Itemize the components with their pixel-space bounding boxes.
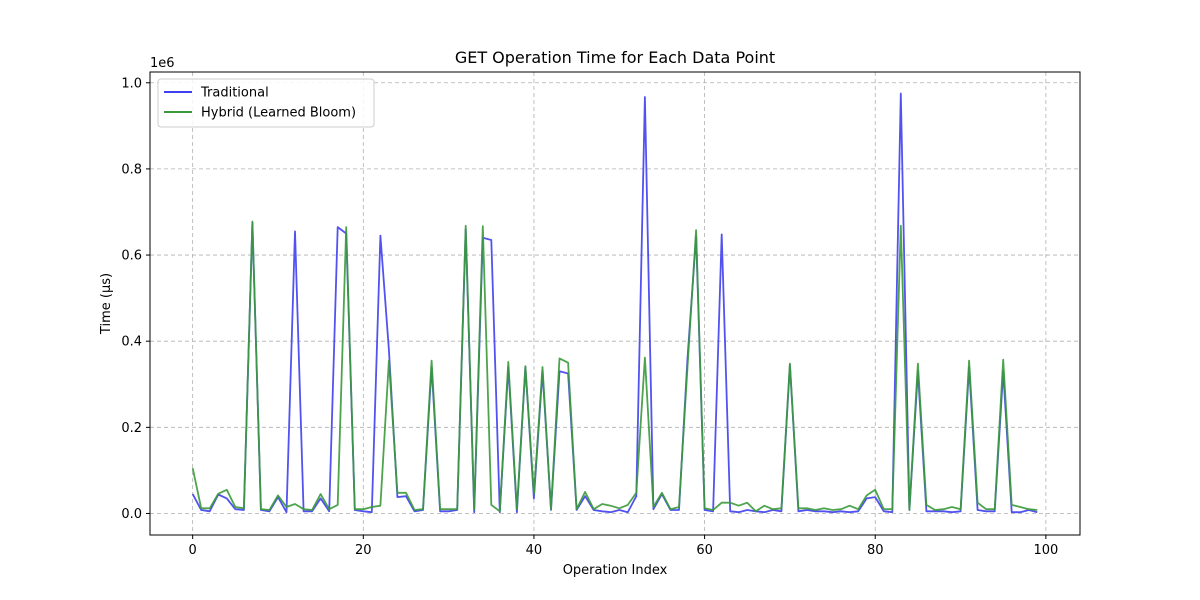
y-tick-label: 0.6 (121, 249, 142, 264)
y-tick-label: 0.2 (121, 421, 142, 436)
plot-area-frame (149, 71, 1081, 536)
y-tick-label: 1.0 (121, 76, 142, 91)
y-tick-label: 0.8 (121, 162, 142, 177)
x-tick-label: 100 (1033, 543, 1058, 558)
y-axis: 0.0 0.2 0.4 0.6 0.8 1.0 (121, 76, 150, 522)
y-offset-label: 1e6 (150, 56, 175, 71)
y-tick-label: 0.0 (121, 507, 142, 522)
plot-lines (191, 92, 1038, 514)
y-axis-label: Time (µs) (99, 273, 114, 335)
x-tick-label: 60 (696, 543, 713, 558)
y-tick-label: 0.4 (121, 335, 142, 350)
legend-box (157, 78, 375, 128)
x-axis: 0 20 40 60 80 100 (189, 535, 1058, 558)
chart-title: GET Operation Time for Each Data Point (455, 48, 775, 67)
legend: Traditional Hybrid (Learned Bloom) (157, 78, 375, 128)
x-axis-label: Operation Index (563, 563, 668, 578)
legend-entry-label: Traditional (200, 86, 269, 101)
legend-entry-label: Hybrid (Learned Bloom) (201, 106, 356, 121)
series-line-0 (191, 92, 1038, 514)
x-tick-label: 40 (526, 543, 543, 558)
x-tick-label: 80 (867, 543, 884, 558)
x-tick-label: 0 (189, 543, 197, 558)
x-tick-label: 20 (355, 543, 372, 558)
series-line-1 (191, 220, 1038, 513)
